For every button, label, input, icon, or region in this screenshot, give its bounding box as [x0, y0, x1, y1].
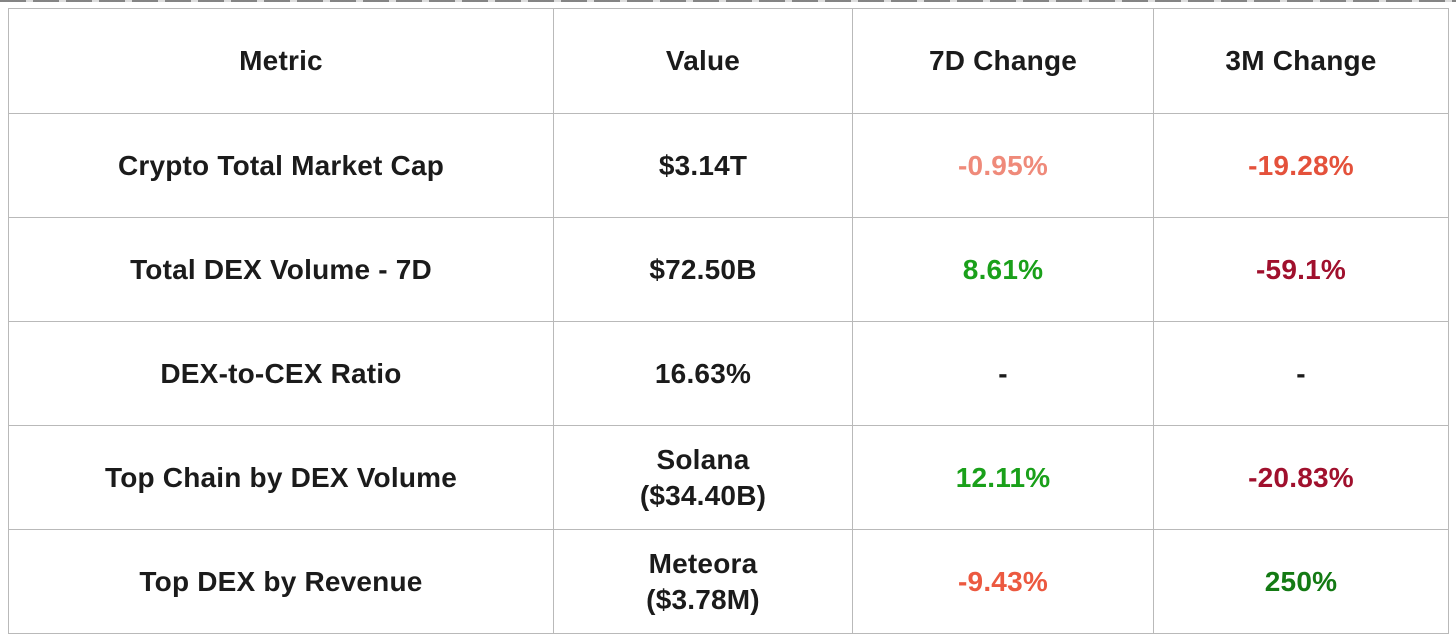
change-7d-cell: 8.61%: [852, 217, 1154, 322]
change-7d-cell: 12.11%: [852, 425, 1154, 530]
table-row: Top DEX by Revenue Meteora ($3.78M) -9.4…: [8, 529, 1449, 634]
value-line-1: Meteora: [648, 547, 758, 579]
value-cell: $3.14T: [553, 113, 853, 218]
change-3m-cell: -59.1%: [1153, 217, 1449, 322]
value-cell: Solana ($34.40B): [553, 425, 853, 530]
value-line-1: $3.14T: [658, 149, 748, 181]
metric-cell: Top Chain by DEX Volume: [8, 425, 554, 530]
metric-cell: DEX-to-CEX Ratio: [8, 321, 554, 426]
column-header-3m-change: 3M Change: [1153, 8, 1449, 114]
value-line-1: 16.63%: [654, 357, 752, 389]
table-row: Crypto Total Market Cap $3.14T -0.95% -1…: [8, 113, 1449, 218]
change-7d-cell: -0.95%: [852, 113, 1154, 218]
column-header-7d-change: 7D Change: [852, 8, 1154, 114]
value-line-1: Solana: [656, 443, 750, 475]
column-header-metric: Metric: [8, 8, 554, 114]
value-line-2: ($34.40B): [639, 479, 767, 511]
metric-cell: Total DEX Volume - 7D: [8, 217, 554, 322]
value-line-1: $72.50B: [649, 253, 757, 285]
table-row: Top Chain by DEX Volume Solana ($34.40B)…: [8, 425, 1449, 530]
change-3m-cell: -19.28%: [1153, 113, 1449, 218]
change-3m-cell: -: [1153, 321, 1449, 426]
change-3m-cell: -20.83%: [1153, 425, 1449, 530]
metric-cell: Top DEX by Revenue: [8, 529, 554, 634]
value-cell: 16.63%: [553, 321, 853, 426]
change-7d-cell: -: [852, 321, 1154, 426]
column-header-value: Value: [553, 8, 853, 114]
value-cell: Meteora ($3.78M): [553, 529, 853, 634]
value-line-2: ($3.78M): [646, 583, 760, 615]
table-row: DEX-to-CEX Ratio 16.63% - -: [8, 321, 1449, 426]
value-cell: $72.50B: [553, 217, 853, 322]
metric-cell: Crypto Total Market Cap: [8, 113, 554, 218]
change-7d-cell: -9.43%: [852, 529, 1154, 634]
change-3m-cell: 250%: [1153, 529, 1449, 634]
table-row: Total DEX Volume - 7D $72.50B 8.61% -59.…: [8, 217, 1449, 322]
crypto-metrics-table: Metric Value 7D Change 3M Change Crypto …: [8, 8, 1449, 634]
header-row: Metric Value 7D Change 3M Change: [8, 8, 1449, 114]
top-edge-artifact: [0, 0, 1456, 2]
